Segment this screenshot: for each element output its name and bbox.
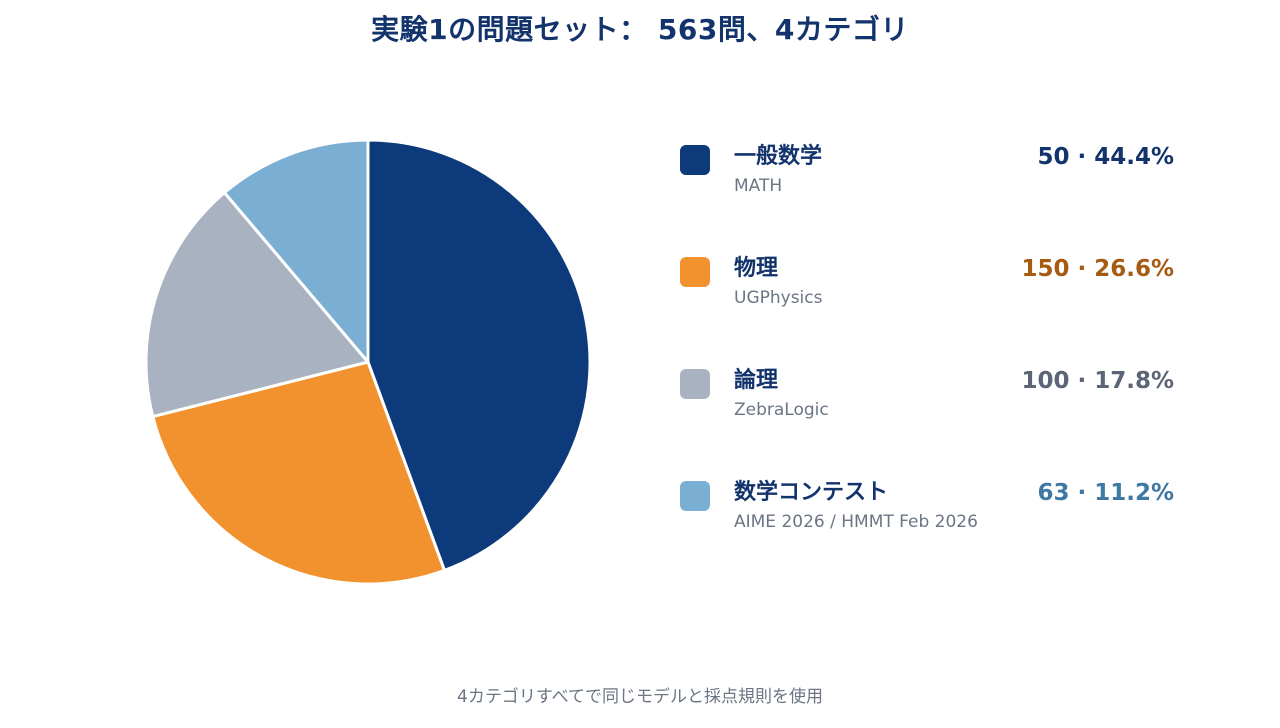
chart-title: 実験1の問題セット： 563問、4カテゴリ bbox=[371, 13, 909, 46]
legend-category-source: ZebraLogic bbox=[734, 400, 829, 420]
footnote: 4カテゴリすべてで同じモデルと採点規則を使用 bbox=[457, 687, 823, 707]
pie-slice bbox=[222, 138, 370, 364]
legend: 一般数学 MATH 50 · 44.4% 物理 UGPhysics 150 · … bbox=[680, 140, 1180, 588]
legend-category-name: 数学コンテスト bbox=[734, 480, 889, 505]
legend-category-stats: 63 · 11.2% bbox=[1037, 480, 1174, 506]
legend-category-name: 論理 bbox=[734, 368, 779, 393]
legend-swatch bbox=[680, 145, 710, 175]
legend-item-general-math: 一般数学 MATH 50 · 44.4% bbox=[680, 140, 1180, 252]
legend-category-name: 一般数学 bbox=[734, 144, 823, 169]
legend-category-source: AIME 2026 / HMMT Feb 2026 bbox=[734, 512, 978, 532]
legend-category-stats: 50 · 44.4% bbox=[1037, 144, 1174, 170]
legend-category-stats: 150 · 26.6% bbox=[1021, 256, 1174, 282]
legend-category-source: MATH bbox=[734, 176, 783, 196]
legend-item-physics: 物理 UGPhysics 150 · 26.6% bbox=[680, 252, 1180, 364]
legend-category-name: 物理 bbox=[734, 256, 779, 281]
legend-swatch bbox=[680, 257, 710, 287]
pie-slice bbox=[366, 138, 592, 572]
legend-item-math-contest: 数学コンテスト AIME 2026 / HMMT Feb 2026 63 · 1… bbox=[680, 476, 1180, 588]
legend-category-stats: 100 · 17.8% bbox=[1021, 368, 1174, 394]
legend-swatch bbox=[680, 369, 710, 399]
legend-category-source: UGPhysics bbox=[734, 288, 823, 308]
pie-slice bbox=[151, 360, 446, 586]
pie-chart bbox=[144, 138, 592, 586]
legend-item-logic: 論理 ZebraLogic 100 · 17.8% bbox=[680, 364, 1180, 476]
legend-swatch bbox=[680, 481, 710, 511]
pie-slice bbox=[144, 191, 370, 419]
